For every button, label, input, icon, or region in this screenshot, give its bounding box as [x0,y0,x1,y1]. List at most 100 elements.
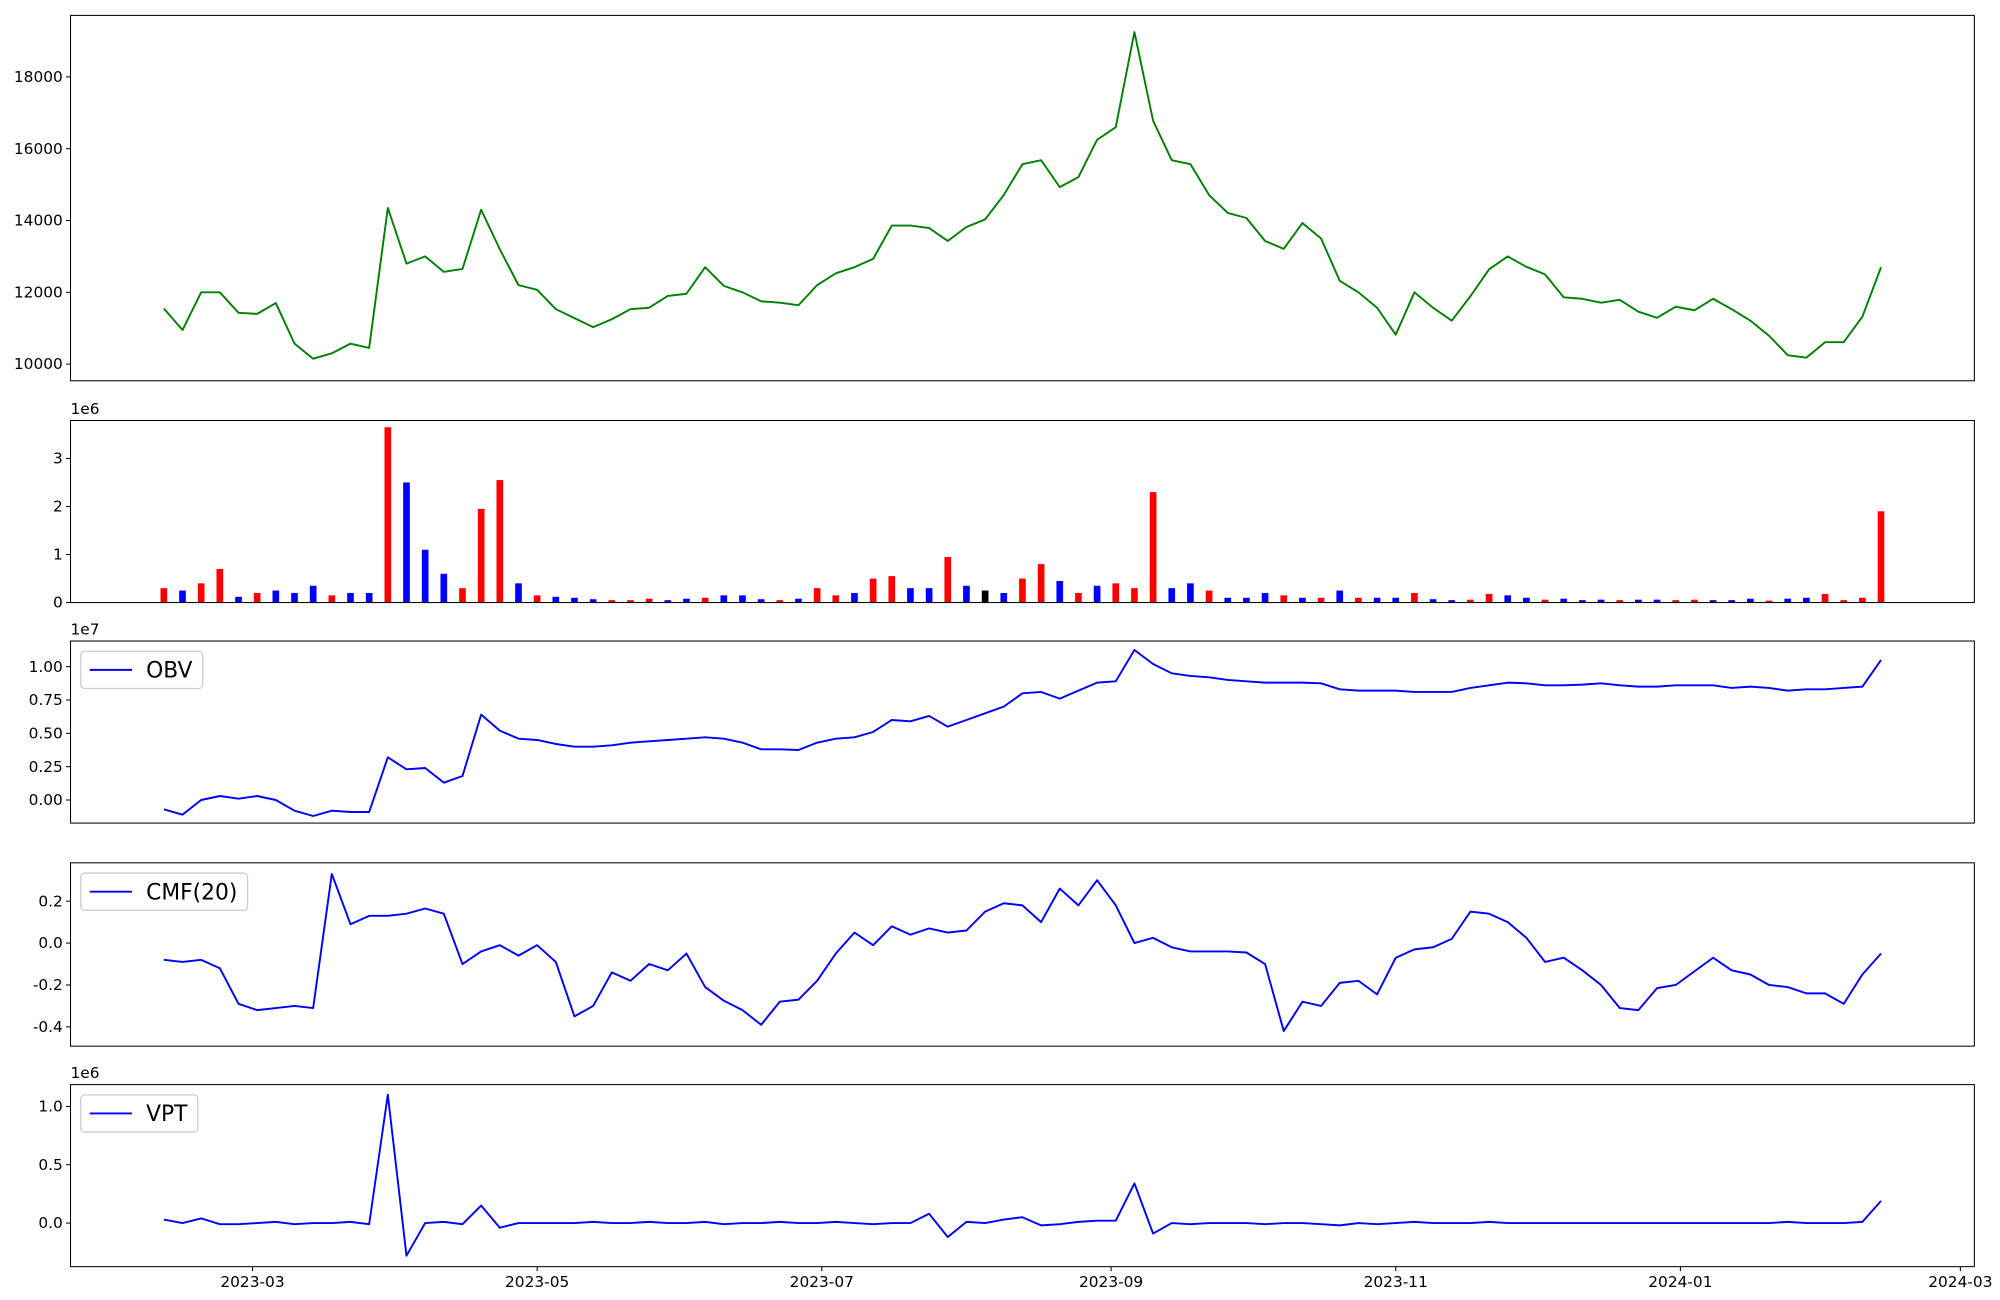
bar [1859,597,1866,603]
bar [1205,590,1213,603]
x-tick-label: 2024-03 [1928,1273,1992,1291]
bar [1131,588,1138,603]
y-tick-label: 0.2 [38,892,62,910]
bar [571,597,578,603]
bar [795,598,802,603]
axes-frame [70,420,1975,604]
bar [1037,564,1045,603]
bar [1653,599,1661,603]
bar [1056,580,1064,603]
bar [1112,583,1120,603]
y-tick-label: -0.2 [33,976,63,994]
bar [683,598,690,603]
offset-label: 1e6 [71,400,100,418]
bar [1541,599,1549,603]
bar [1355,597,1362,603]
plot-area [163,31,1882,360]
bar [347,592,354,603]
bar [963,585,970,603]
y-tick-label: 0.75 [29,691,63,709]
bar [533,595,541,603]
y-tick-label: 3 [53,450,63,468]
y-tick-label: 0.0 [38,934,62,952]
y-tick-label: 16000 [14,140,63,158]
legend-label: VPT [146,1102,188,1127]
bar [1485,593,1493,603]
bar [1336,590,1344,603]
bar [608,600,616,603]
x-tick-label: 2024-01 [1648,1273,1712,1291]
bar [160,588,168,603]
plot-area [163,1093,1882,1257]
panel: 0.00 0.25 0.50 0.75 1.00 1e7 OBV [29,621,1975,824]
legend-box [80,650,204,690]
y-tick-label: 0.5 [38,1156,62,1174]
legend-box [80,1094,199,1133]
offset-label: 1e6 [71,1064,100,1082]
plot-area [160,427,1885,603]
line [163,872,1882,1033]
bar [851,592,858,603]
axes-frame [70,14,1975,382]
bar [907,588,914,603]
y-tick-label: -0.4 [33,1018,63,1036]
bar [1597,599,1605,603]
bar [1261,592,1269,603]
bar [328,595,336,603]
legend: OBV [80,650,204,690]
bar [925,588,933,603]
bar [1560,598,1568,603]
x-tick-label: 2023-11 [1364,1273,1428,1291]
bar [888,576,896,603]
bar [1373,597,1381,603]
bar [1187,583,1194,603]
bar [384,427,392,603]
y-tick-label: 10000 [14,355,63,373]
bar [739,595,746,603]
bar [1635,599,1642,603]
legend-label: OBV [146,659,192,684]
bar [1616,600,1624,603]
bar [1280,595,1288,603]
bar [1429,599,1437,603]
bar [1579,600,1586,603]
bar [1168,588,1176,603]
bar [459,588,466,603]
panel: 0 1 2 3 1e6 [53,400,1975,612]
bar [309,585,317,603]
panel: 10000 12000 14000 16000 18000 [14,14,1975,382]
axes-frame [70,1084,1975,1268]
bar [1709,600,1717,603]
bar [1093,585,1101,603]
bar [701,597,709,603]
bar [403,482,410,603]
bar [1075,592,1082,603]
bar [1728,600,1736,603]
legend-label: CMF(20) [146,880,237,905]
bar [197,583,205,603]
bar [813,588,821,603]
bar [645,598,653,603]
y-tick-label: 14000 [14,212,63,230]
bar [179,590,186,603]
bar [1840,600,1848,603]
y-tick-label: 2 [53,498,63,516]
y-tick-label: 18000 [14,68,63,86]
x-tick-label: 2023-07 [790,1273,854,1291]
bar [1467,599,1474,603]
bar [1691,599,1698,603]
bar [440,573,448,603]
bar [589,599,597,603]
bar [720,595,728,603]
legend: VPT [80,1094,199,1133]
bar [832,595,840,603]
bar [757,599,765,603]
bar [1803,597,1810,603]
legend-box [80,872,249,911]
bar [272,590,280,603]
bar [1821,593,1829,603]
offset-label: 1e7 [71,621,100,639]
